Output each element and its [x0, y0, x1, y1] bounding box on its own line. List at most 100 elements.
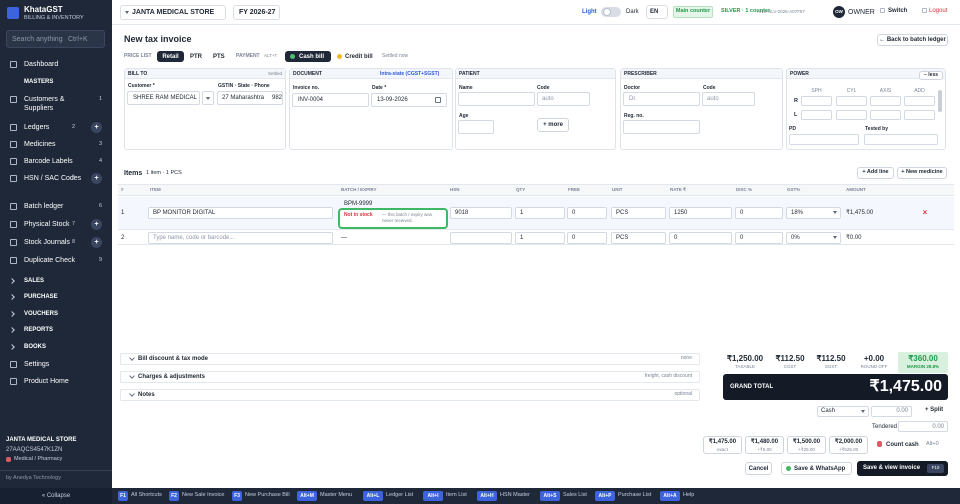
nav-add-label[interactable]: +	[94, 239, 99, 246]
section-title[interactable]: Notes	[138, 392, 155, 398]
nav-section[interactable]: VOUCHERS	[24, 311, 59, 317]
nav-item[interactable]: Dashboard	[24, 61, 59, 68]
shortcut-key[interactable]	[660, 491, 680, 501]
quick-tender-amount[interactable]: ₹2,000.00	[834, 439, 863, 445]
shortcut-label[interactable]: Help	[683, 492, 695, 498]
free-value[interactable]: 0	[572, 210, 576, 216]
date-input[interactable]	[371, 93, 447, 107]
disc-input[interactable]	[735, 207, 783, 219]
logout-button[interactable]: Logout	[929, 8, 948, 14]
whatsapp-button[interactable]	[781, 462, 852, 475]
disc-value[interactable]: 0	[740, 235, 744, 241]
calendar-icon[interactable]	[435, 97, 441, 103]
pd-input[interactable]	[789, 134, 859, 145]
shortcut-key-label[interactable]: Alt+P	[598, 492, 612, 499]
new-medicine-label[interactable]: + New medicine	[901, 169, 943, 175]
patient-age-input[interactable]	[458, 120, 494, 134]
unit-value[interactable]: PCS	[616, 235, 629, 241]
language-selector[interactable]	[646, 5, 668, 19]
shortcut-key-label[interactable]: F3	[234, 492, 240, 499]
hsn-input[interactable]	[450, 232, 512, 244]
nav-add-label[interactable]: +	[94, 124, 99, 131]
theme-toggle[interactable]	[601, 7, 621, 17]
date-value[interactable]: 13-09-2026	[377, 97, 408, 103]
shortcut-label[interactable]: New Sale Invoice	[182, 492, 225, 498]
qty-value[interactable]: 1	[520, 210, 524, 216]
search-box[interactable]	[6, 30, 105, 48]
payment-amount-input[interactable]	[871, 406, 912, 417]
shortcut-key-label[interactable]: Alt+I	[427, 492, 439, 499]
shortcut-key-label[interactable]: F1	[120, 492, 126, 499]
shortcut-label[interactable]: Item List	[446, 492, 467, 498]
theme-light[interactable]: Light	[582, 9, 597, 15]
nav-section[interactable]: BOOKS	[24, 344, 47, 350]
price-list-active[interactable]	[157, 51, 184, 62]
disc-input[interactable]	[735, 232, 783, 244]
nav-add-button[interactable]	[91, 122, 102, 133]
gst-value[interactable]: 18%	[791, 210, 804, 216]
qty-input[interactable]	[515, 232, 565, 244]
section-title[interactable]: Bill discount & tax mode	[138, 356, 209, 362]
quick-tender-amount[interactable]: ₹1,480.00	[750, 439, 779, 445]
tendered-value[interactable]: 0.00	[932, 424, 944, 430]
store-selector[interactable]	[120, 5, 226, 20]
nav-section[interactable]: MASTERS	[24, 79, 54, 85]
nav-item[interactable]: HSN / SAC Codes	[24, 175, 82, 182]
shortcut-key[interactable]	[595, 491, 615, 501]
save-button[interactable]	[857, 461, 948, 476]
item-name[interactable]: BP MONITOR DIGITAL	[153, 210, 216, 216]
summary-section[interactable]	[120, 371, 700, 383]
nav-item[interactable]: Settings	[24, 361, 50, 368]
credit-bill-label[interactable]: Credit bill	[345, 54, 373, 60]
shortcut-key-label[interactable]: Alt+H	[480, 492, 494, 499]
shortcut-key[interactable]	[477, 491, 497, 501]
power-toggle[interactable]	[919, 71, 943, 80]
summary-section[interactable]	[120, 353, 700, 365]
placeholder[interactable]: Type name, code or barcode...	[153, 235, 235, 241]
add-line-button[interactable]	[857, 167, 894, 179]
payment-mode[interactable]: Cash	[821, 408, 836, 414]
quick-tender-button[interactable]	[703, 436, 742, 454]
fy-label[interactable]: FY 2026-27	[239, 9, 276, 16]
nav-item[interactable]: Batch ledger	[24, 203, 64, 210]
shortcut-key-label[interactable]: Alt+S	[543, 492, 557, 499]
doctor-code-input[interactable]	[702, 92, 755, 106]
shortcut-key[interactable]	[363, 491, 383, 501]
nav-item[interactable]: Ledgers	[24, 124, 50, 131]
nav-section[interactable]: PURCHASE	[24, 294, 58, 300]
collapse-bar[interactable]	[0, 488, 112, 504]
language-label[interactable]: EN	[650, 9, 659, 15]
gst-input[interactable]	[786, 232, 841, 244]
cash-bill-label[interactable]: Cash bill	[299, 54, 325, 60]
nav-item[interactable]: Product Home	[24, 378, 69, 385]
nav-item[interactable]: Medicines	[24, 141, 56, 148]
store-selector-label[interactable]: JANTA MEDICAL STORE	[132, 9, 215, 16]
disc-value[interactable]: 0	[740, 210, 744, 216]
cancel-label[interactable]: Cancel	[748, 466, 769, 472]
qty-value[interactable]: 1	[520, 235, 524, 241]
shortcut-key[interactable]	[540, 491, 560, 501]
shortcut-key[interactable]	[118, 491, 128, 501]
customer-value[interactable]: SHREE RAM MEDICAL	[133, 95, 198, 101]
reg-no-input[interactable]	[623, 120, 700, 134]
shortcut-key[interactable]	[423, 491, 443, 501]
switch-button[interactable]: Switch	[888, 8, 908, 14]
nav-add-button[interactable]	[91, 237, 102, 248]
quick-tender-button[interactable]	[829, 436, 868, 454]
unit-input[interactable]	[611, 232, 666, 244]
section-title[interactable]: Charges & adjustments	[138, 374, 206, 380]
quick-tender-button[interactable]	[745, 436, 784, 454]
nav-add-label[interactable]: +	[94, 221, 99, 228]
shortcut-label[interactable]: Sales List	[563, 492, 587, 498]
shortcut-label[interactable]: Purchase List	[618, 492, 652, 498]
nav-item[interactable]: Barcode Labels	[24, 158, 73, 165]
cash-bill-button[interactable]	[285, 51, 331, 62]
rate-value[interactable]: 1250	[674, 210, 688, 216]
nav-add-button[interactable]	[91, 219, 102, 230]
item-input[interactable]	[148, 232, 333, 244]
unit-input[interactable]	[611, 207, 666, 219]
power-input[interactable]	[904, 110, 935, 120]
shortcut-key[interactable]	[297, 491, 317, 501]
price-list-option[interactable]: PTS	[213, 54, 225, 60]
whatsapp-label[interactable]: Save & WhatsApp	[794, 466, 846, 472]
